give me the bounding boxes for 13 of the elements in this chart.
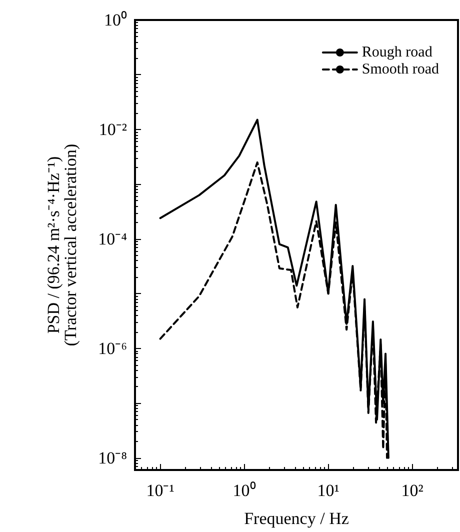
y-tick-label: 10⁻⁸ <box>98 448 128 468</box>
x-tick-label: 10⁰ <box>232 481 256 500</box>
y-tick-label: 10⁻² <box>98 120 127 139</box>
y-axis-title: PSD / (96.24 m²·s⁻⁴·Hz⁻¹) (Tractor vertical acceleration) <box>44 144 80 346</box>
x-axis-title: Frequency / Hz <box>244 509 350 528</box>
x-tick-label: 10² <box>401 481 424 500</box>
y-tick-label: 10⁻⁶ <box>98 338 128 358</box>
x-tick-label: 10⁻¹ <box>146 481 174 500</box>
legend-label: Rough road <box>362 44 433 60</box>
y-tick-label: 10⁰ <box>104 10 127 30</box>
legend-label: Smooth road <box>362 62 440 78</box>
y-tick-label: 10⁻⁴ <box>98 229 128 248</box>
x-tick-label: 10¹ <box>317 481 340 500</box>
